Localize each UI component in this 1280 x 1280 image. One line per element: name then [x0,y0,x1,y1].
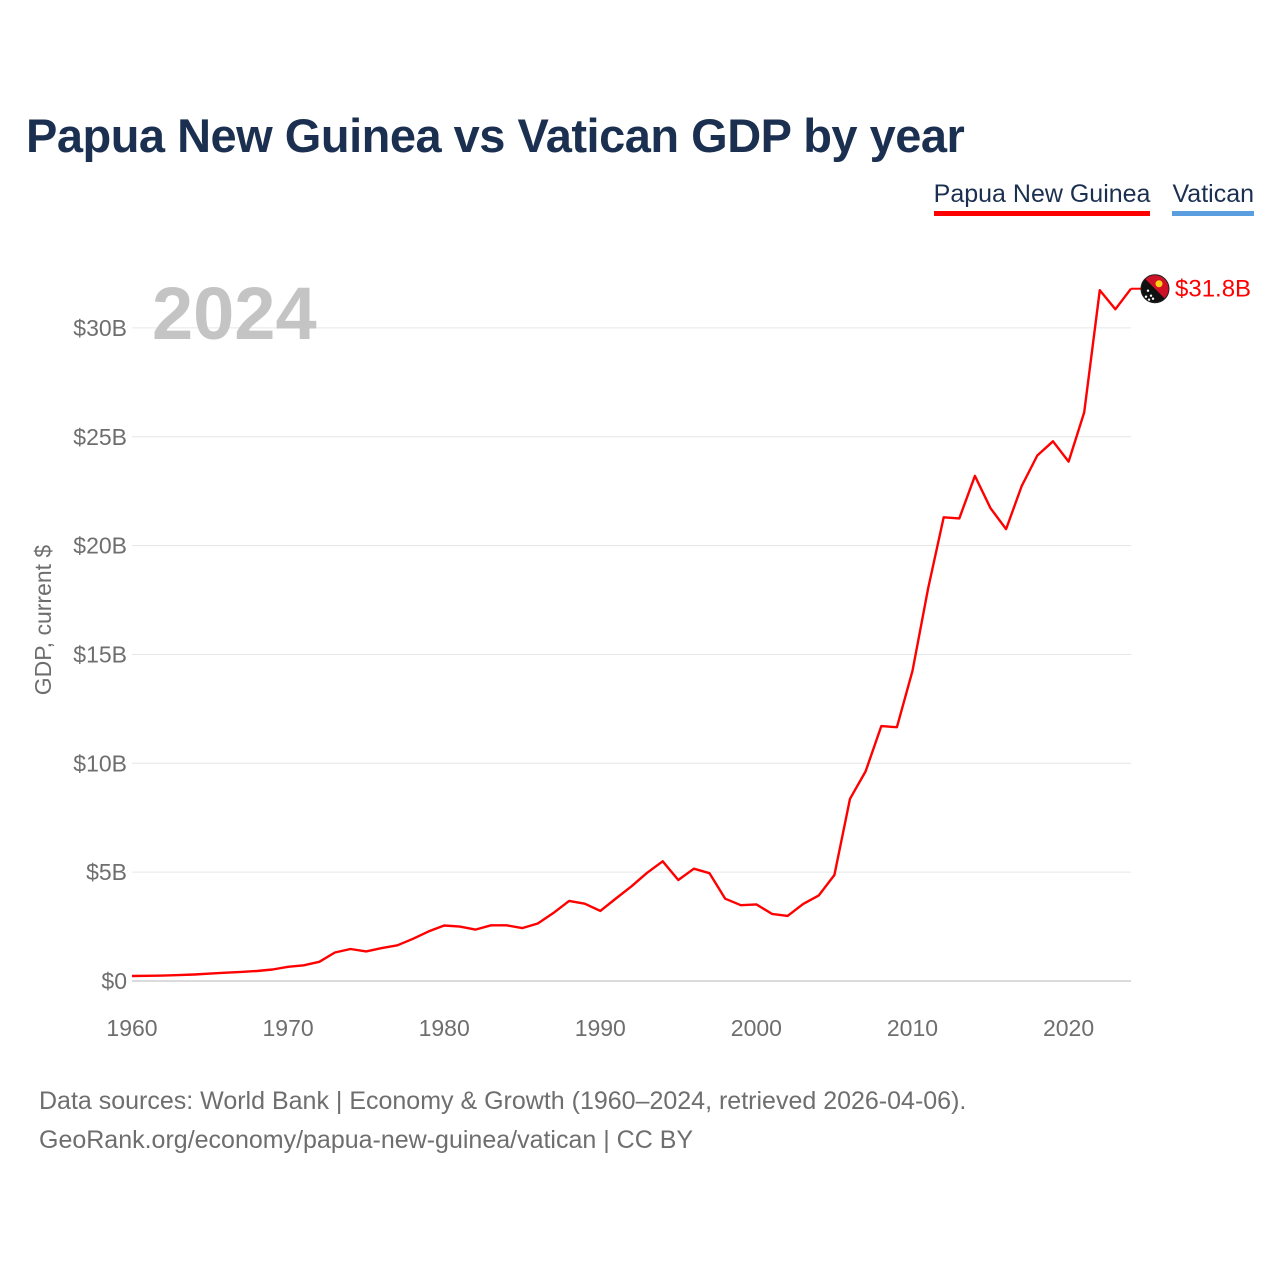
end-marker: $31.8B [1131,274,1251,304]
chart-title: Papua New Guinea vs Vatican GDP by year [26,109,965,162]
legend-item-papua-new-guinea[interactable]: Papua New Guinea [933,180,1151,216]
y-tick-label: $20B [73,533,127,559]
current-year-label: 2024 [152,272,317,355]
y-tick-label: $25B [73,424,127,450]
y-tick-label: $5B [86,859,127,885]
y-axis-label: GDP, current $ [30,545,56,696]
x-tick-label: 2000 [731,1015,782,1041]
grid-lines [132,327,1131,982]
legend-item-vatican[interactable]: Vatican [1172,180,1254,216]
x-tick-label: 1960 [106,1015,157,1041]
x-tick-label: 1980 [419,1015,470,1041]
y-axis-ticks: $0 $5B $10B $15B $20B $25B $30B [73,315,127,994]
footer: Data sources: World Bank | Economy & Gro… [39,1082,966,1160]
y-tick-label: $10B [73,750,127,776]
legend: Papua New Guinea Vatican [933,180,1254,216]
x-tick-label: 1970 [263,1015,314,1041]
x-tick-label: 2010 [887,1015,938,1041]
series-line-papua-new-guinea [131,287,1132,978]
x-tick-label: 1990 [575,1015,626,1041]
y-tick-label: $15B [73,641,127,667]
papua-new-guinea-flag-icon [1140,274,1170,304]
x-axis-ticks: 1960 1970 1980 1990 2000 2010 2020 [106,1015,1094,1041]
gdp-line-chart: $0$5B$10B$15B$20B$25B$30B 1960 1970 1980 19… [30,272,1251,1041]
y-tick-label: $0 [101,968,127,994]
x-tick-label: 2020 [1043,1015,1094,1041]
data-sources: Data sources: World Bank | Economy & Gro… [39,1087,967,1115]
y-tick-label: $30B [73,315,127,341]
end-value-label: $31.8B [1175,276,1251,303]
source-link[interactable]: GeoRank.org/economy/papua-new-guinea/vat… [39,1126,694,1154]
